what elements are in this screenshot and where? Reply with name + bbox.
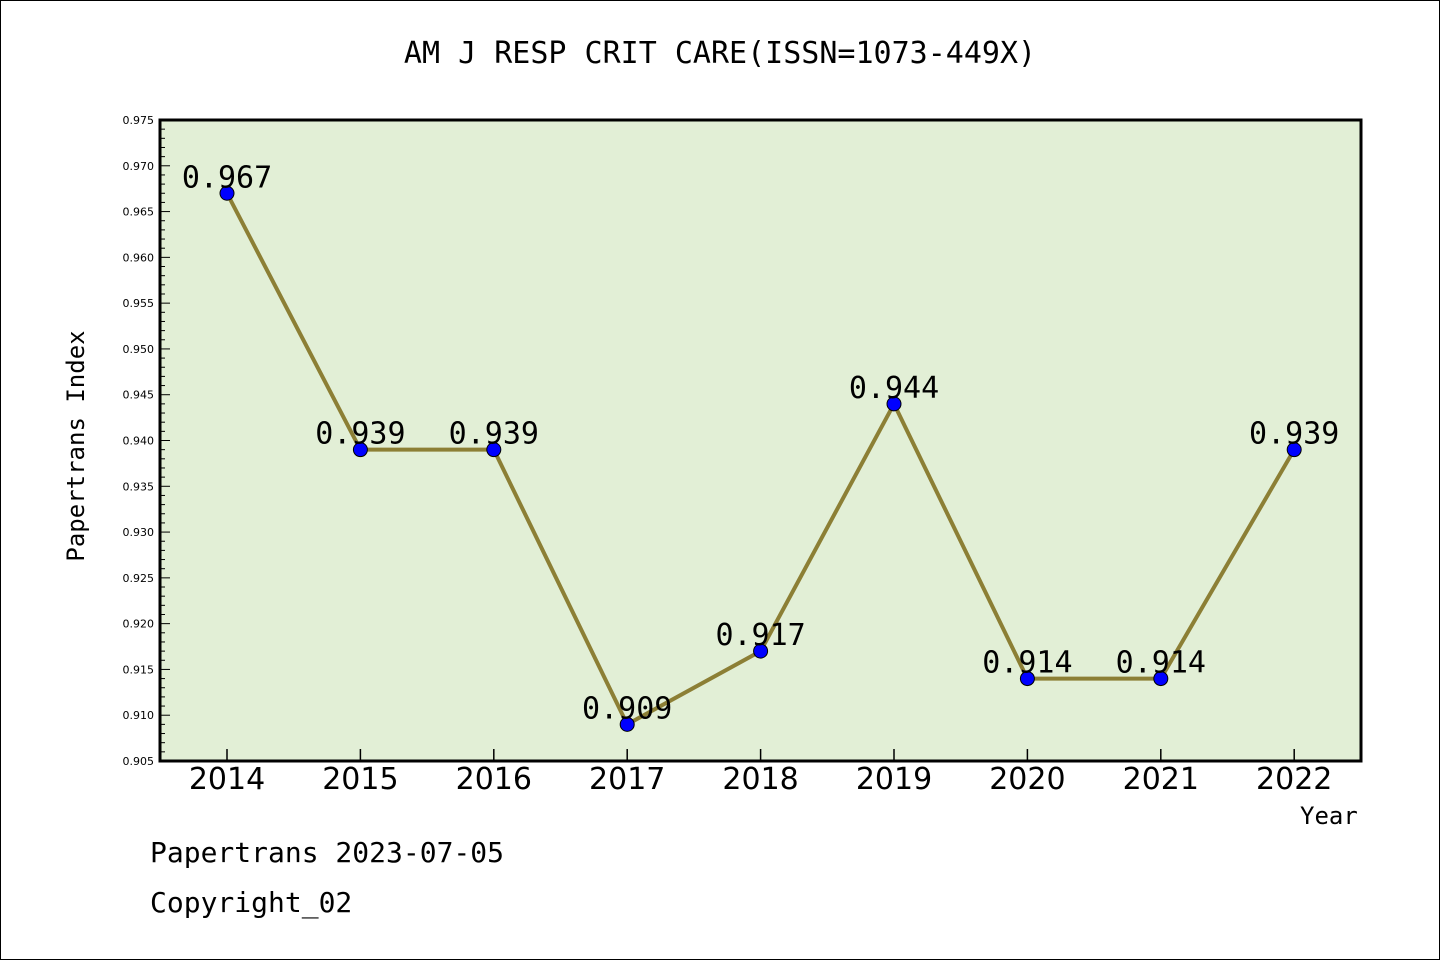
y-tick-label: 0.925	[123, 572, 155, 585]
data-point	[219, 185, 235, 201]
data-label: 0.967	[182, 160, 272, 195]
data-point	[753, 643, 769, 659]
y-tick-label: 0.960	[123, 251, 155, 264]
data-point	[352, 442, 368, 458]
x-tick-label: 2018	[722, 762, 798, 797]
y-tick-label: 0.910	[123, 709, 155, 722]
y-tick-label: 0.950	[123, 343, 155, 356]
x-tick-label: 2022	[1256, 762, 1332, 797]
data-point	[1019, 671, 1035, 687]
chart-title: AM J RESP CRIT CARE(ISSN=1073-449X)	[403, 36, 1037, 71]
y-tick-label: 0.930	[123, 526, 155, 539]
footer-date: Papertrans 2023-07-05	[150, 836, 505, 869]
data-label: 0.914	[1116, 646, 1206, 681]
x-tick-label: 2019	[856, 762, 932, 797]
data-labels-layer: 0.967 0.939 0.939 0.909 0.917 0.944 0.914 0.914…	[182, 160, 1340, 726]
x-tick-label: 2016	[456, 762, 532, 797]
y-tick-label: 0.920	[123, 618, 155, 631]
y-tick-label: 0.905	[123, 755, 155, 768]
y-axis-label: Papertrans Index	[62, 330, 90, 562]
data-point	[1153, 671, 1169, 687]
y-tick-label: 0.970	[123, 160, 155, 173]
y-tick-label: 0.940	[123, 435, 155, 448]
y-tick-label: 0.945	[123, 389, 155, 402]
data-label: 0.917	[715, 618, 805, 653]
data-label: 0.939	[315, 417, 405, 452]
data-label: 0.939	[449, 417, 539, 452]
x-axis: 2014 2015 2016 2017 2018 2019 2020 2021 2022	[189, 749, 1332, 797]
data-point	[486, 442, 502, 458]
y-tick-label: 0.935	[123, 480, 155, 493]
data-label: 0.909	[582, 691, 672, 726]
data-label: 0.944	[849, 371, 939, 406]
x-tick-label: 2020	[989, 762, 1065, 797]
x-tick-label: 2017	[589, 762, 665, 797]
data-point	[886, 396, 902, 412]
y-tick-label: 0.965	[123, 206, 155, 219]
series-layer	[219, 185, 1302, 732]
y-axis: 0.905 0.910 0.915 0.920 0.925 0.930 0.935 0.940…	[123, 114, 170, 768]
footer-copyright: Copyright_02	[150, 886, 353, 919]
y-tick-label: 0.955	[123, 297, 155, 310]
y-tick-label: 0.915	[123, 663, 155, 676]
x-tick-label: 2014	[189, 762, 265, 797]
data-point	[619, 716, 635, 732]
data-label: 0.914	[982, 646, 1072, 681]
x-axis-label: Year	[1300, 802, 1358, 830]
x-tick-label: 2015	[322, 762, 398, 797]
data-point	[1286, 442, 1302, 458]
y-tick-label: 0.975	[123, 114, 155, 127]
data-label: 0.939	[1249, 417, 1339, 452]
x-tick-label: 2021	[1123, 762, 1199, 797]
